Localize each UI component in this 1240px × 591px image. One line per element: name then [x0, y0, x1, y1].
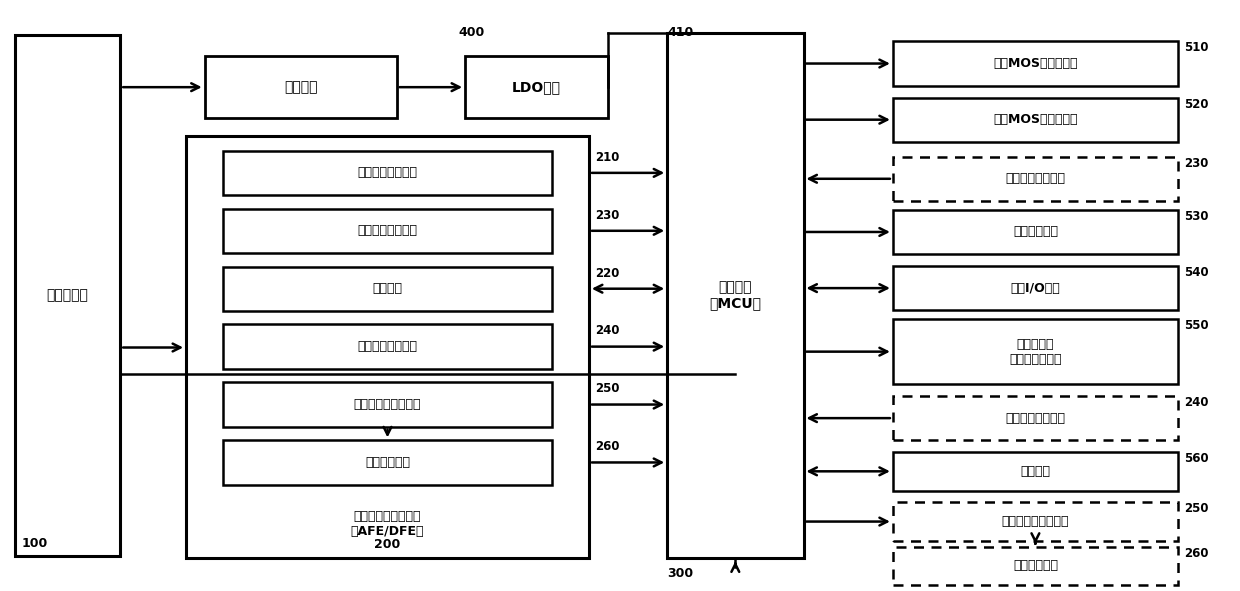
Bar	[223, 209, 552, 253]
Bar	[15, 35, 120, 556]
Text: 多节锂电池: 多节锂电池	[47, 288, 88, 303]
Bar	[223, 324, 552, 369]
Text: 200: 200	[374, 538, 401, 551]
Text: 250: 250	[1184, 502, 1209, 515]
Text: 均衡模块: 均衡模块	[372, 282, 403, 295]
Text: 通讯模块: 通讯模块	[1021, 465, 1050, 478]
Bar	[893, 319, 1178, 384]
Text: 电池温度监测模块: 电池温度监测模块	[1006, 412, 1065, 424]
Bar	[893, 98, 1178, 142]
Text: 通用I/O模块: 通用I/O模块	[1011, 282, 1060, 294]
Text: 540: 540	[1184, 266, 1209, 279]
Text: 充放电电流检测模块: 充放电电流检测模块	[1002, 515, 1069, 528]
Text: 250: 250	[595, 382, 620, 395]
Text: 260: 260	[1184, 547, 1209, 560]
Bar	[893, 396, 1178, 440]
Text: 单节电压检测模块: 单节电压检测模块	[357, 167, 418, 179]
Bar	[223, 151, 552, 195]
Bar	[893, 266, 1178, 310]
Text: 电源模块: 电源模块	[284, 80, 317, 94]
Text: 短路检测模块: 短路检测模块	[1013, 560, 1058, 572]
Bar	[186, 136, 589, 558]
Text: 电池温度监测模块: 电池温度监测模块	[357, 340, 418, 353]
Text: 短路检测模块: 短路检测模块	[365, 456, 410, 469]
Text: 210: 210	[595, 151, 620, 164]
Text: 电量显示模块: 电量显示模块	[1013, 226, 1058, 238]
Text: 220: 220	[595, 267, 620, 280]
Bar	[223, 267, 552, 311]
Bar	[465, 56, 608, 118]
Bar	[667, 33, 804, 558]
Text: 520: 520	[1184, 98, 1209, 111]
Text: 充电MOS管驱动模块: 充电MOS管驱动模块	[993, 57, 1078, 70]
Text: 300: 300	[667, 567, 693, 580]
Text: 电池电量检测模块: 电池电量检测模块	[357, 225, 418, 237]
Bar	[223, 382, 552, 427]
Text: 550: 550	[1184, 319, 1209, 332]
Text: 510: 510	[1184, 41, 1209, 54]
Text: 程控模块
（MCU）: 程控模块 （MCU）	[709, 280, 761, 311]
Bar	[893, 452, 1178, 491]
Text: 100: 100	[21, 537, 47, 550]
Text: 530: 530	[1184, 210, 1209, 223]
Bar	[893, 157, 1178, 201]
Bar	[893, 547, 1178, 585]
Text: 230: 230	[595, 209, 620, 222]
Bar	[893, 210, 1178, 254]
Text: 240: 240	[1184, 396, 1209, 409]
Text: 充放电电流检测模块: 充放电电流检测模块	[353, 398, 422, 411]
Text: 410: 410	[667, 26, 693, 39]
Text: LDO输出: LDO输出	[512, 80, 560, 94]
Text: 放电MOS管驱动模块: 放电MOS管驱动模块	[993, 113, 1078, 126]
Text: 电池电量检测模块: 电池电量检测模块	[1006, 173, 1065, 185]
Text: 400: 400	[459, 26, 485, 39]
Text: 230: 230	[1184, 157, 1209, 170]
Text: 260: 260	[595, 440, 620, 453]
Bar	[893, 502, 1178, 541]
Bar	[205, 56, 397, 118]
Bar	[223, 440, 552, 485]
Text: 开关按键及
充放电显示模块: 开关按键及 充放电显示模块	[1009, 337, 1061, 366]
Text: 240: 240	[595, 324, 620, 337]
Bar	[893, 41, 1178, 86]
Text: 电池充放电管理模块
（AFE/DFE）: 电池充放电管理模块 （AFE/DFE）	[351, 510, 424, 538]
Text: 560: 560	[1184, 452, 1209, 465]
